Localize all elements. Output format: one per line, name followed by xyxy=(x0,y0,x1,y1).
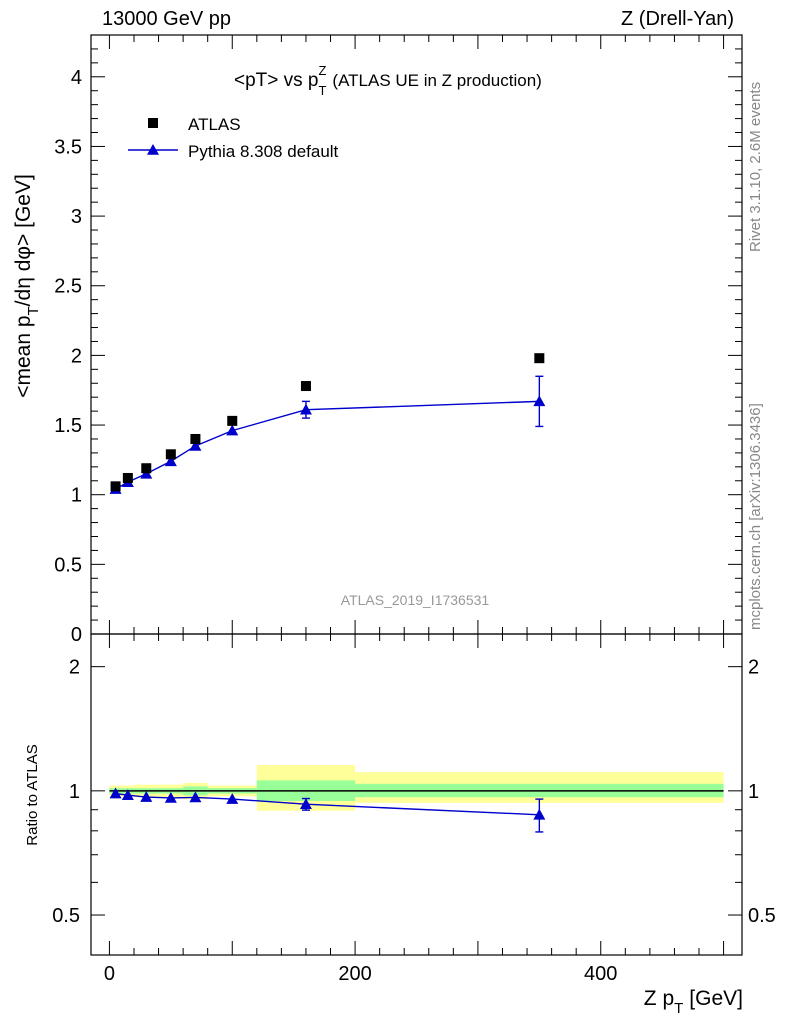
ratio-y-tick-label-right: 2 xyxy=(748,657,759,679)
ratio-pythia-point xyxy=(533,808,546,820)
plot-title-sub: T xyxy=(319,83,327,98)
pythia-point xyxy=(189,439,202,451)
ratio-plot-frame xyxy=(90,633,743,956)
analysis-watermark: ATLAS_2019_I1736531 xyxy=(341,592,490,608)
x-axis-label-b: [GeV] xyxy=(689,987,743,1010)
ratio-pythia-point xyxy=(164,791,177,803)
main-y-axis-label-b: /dη dφ> [GeV] xyxy=(12,174,35,306)
y-tick-label: 4 xyxy=(71,67,82,89)
y-tick-label: 1.5 xyxy=(54,415,82,437)
y-tick-label: 3.5 xyxy=(54,136,82,158)
pythia-point xyxy=(299,403,312,415)
atlas-point xyxy=(165,449,176,460)
ratio-pythia-point xyxy=(226,793,239,804)
y-tick-label: 2.5 xyxy=(54,276,82,298)
x-tick-label: 0 xyxy=(104,963,115,985)
legend-atlas-label: ATLAS xyxy=(188,115,241,134)
plot-title-sup: Z xyxy=(318,63,326,78)
y-tick-label: 2 xyxy=(71,345,82,367)
legend-pythia-marker xyxy=(147,144,159,155)
legend-pythia-label: Pythia 8.308 default xyxy=(188,142,339,161)
header-right: Z (Drell-Yan) xyxy=(621,8,734,30)
x-axis-label-sub: T xyxy=(674,1000,683,1017)
ratio-pythia-point xyxy=(299,798,312,810)
pythia-point xyxy=(226,424,239,436)
plot-title-main: <pT> vs p xyxy=(234,70,319,91)
ratio-y-tick-label: 2 xyxy=(69,657,80,679)
atlas-point xyxy=(110,481,121,492)
plot-title: <pT> vs pTZ (ATLAS UE in Z production) xyxy=(234,63,542,98)
atlas-point xyxy=(300,381,311,392)
x-tick-label: 400 xyxy=(584,963,617,985)
y-tick-label: 0.5 xyxy=(54,554,82,576)
main-y-axis-label: <mean pT/dη dφ> [GeV] xyxy=(12,174,42,398)
ratio-pythia-point xyxy=(189,791,202,803)
ratio-y-axis-label: Ratio to ATLAS xyxy=(24,744,41,845)
atlas-point xyxy=(534,353,545,364)
pythia-point xyxy=(164,455,177,467)
x-axis-label-a: Z p xyxy=(644,987,674,1010)
y-tick-label: 1 xyxy=(71,485,82,507)
ratio-pythia-point xyxy=(109,787,122,799)
main-y-axis-label-sub: T xyxy=(25,306,42,315)
plot-title-tail: (ATLAS UE in Z production) xyxy=(332,71,541,90)
legend-atlas-marker xyxy=(148,118,158,128)
y-tick-label: 0 xyxy=(71,624,82,646)
x-axis-label: Z pT [GeV] xyxy=(644,987,743,1017)
atlas-point xyxy=(190,433,201,444)
pythia-line xyxy=(115,400,540,490)
ratio-y-tick-label-right: 0.5 xyxy=(748,905,776,927)
atlas-point xyxy=(227,415,238,426)
header-left: 13000 GeV pp xyxy=(102,8,231,30)
ratio-pythia-point xyxy=(121,789,134,800)
pythia-point xyxy=(533,395,546,407)
ratio-y-tick-label: 0.5 xyxy=(52,905,80,927)
x-tick-label: 200 xyxy=(338,963,371,985)
main-y-axis-label-a: <mean p xyxy=(12,315,35,397)
y-tick-label: 3 xyxy=(71,206,82,228)
atlas-point xyxy=(141,463,152,474)
ratio-y-tick-label: 1 xyxy=(69,781,80,803)
ratio-pythia-point xyxy=(140,791,153,802)
ratio-y-tick-label-right: 1 xyxy=(748,781,759,803)
atlas-point xyxy=(122,472,133,483)
